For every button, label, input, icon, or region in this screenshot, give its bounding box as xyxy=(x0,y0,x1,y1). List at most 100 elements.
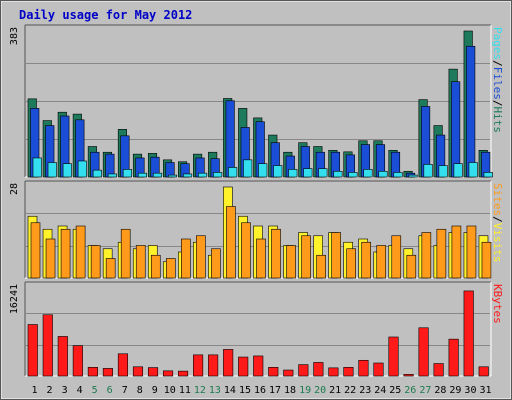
bar-pages-day-4 xyxy=(77,160,87,178)
x-tick-label-day-2: 2 xyxy=(47,385,53,396)
bar-sites-day-undefined xyxy=(45,238,56,279)
bar-sites-day-undefined xyxy=(436,228,447,279)
x-tick-label-day-1: 1 xyxy=(32,385,38,396)
bar-sites-day-undefined xyxy=(226,206,236,279)
x-tick-label-day-29: 29 xyxy=(449,385,461,396)
bar-kbytes-day-undefined xyxy=(208,354,219,377)
bar-pages-day-2 xyxy=(47,162,57,178)
chart-panels: 383 Pages/Files/Hits 28 Sites/Visits 16241 KB… xyxy=(9,24,504,377)
bar-files-day-14 xyxy=(225,100,235,178)
bar-kbytes-day-undefined xyxy=(193,354,204,377)
bar-sites-day-undefined xyxy=(376,245,387,279)
x-tick-label-day-7: 7 xyxy=(122,385,128,396)
y-max-label: 28 xyxy=(9,183,20,195)
bar-sites-day-undefined xyxy=(90,245,101,279)
bar-pages-day-19 xyxy=(303,168,313,178)
bar-pages-day-15 xyxy=(243,159,253,178)
x-tick-label-day-6: 6 xyxy=(107,385,113,396)
bar-kbytes-day-undefined xyxy=(87,367,98,377)
x-tick-label-day-11: 11 xyxy=(179,385,191,396)
bar-sites-day-undefined xyxy=(346,248,356,279)
bar-sites-day-undefined xyxy=(481,241,492,279)
x-tick-label-day-10: 10 xyxy=(164,385,176,396)
bar-sites-day-undefined xyxy=(241,222,251,279)
x-tick-label-day-22: 22 xyxy=(344,385,356,396)
bar-sites-day-undefined xyxy=(301,235,311,279)
x-tick-label-day-26: 26 xyxy=(404,385,416,396)
bar-pages-day-28 xyxy=(438,165,448,178)
x-tick-label-day-28: 28 xyxy=(434,385,446,396)
bar-kbytes-day-undefined xyxy=(433,363,444,377)
bar-kbytes-day-undefined xyxy=(313,362,324,377)
bar-pages-day-26 xyxy=(408,174,418,178)
bar-kbytes-day-undefined xyxy=(448,338,459,377)
bar-pages-day-8 xyxy=(137,172,148,178)
bars-kbytes xyxy=(27,290,489,377)
bar-pages-day-14 xyxy=(228,167,238,178)
bar-pages-day-29 xyxy=(453,163,463,178)
legend-separator: / xyxy=(491,100,504,107)
bar-kbytes-day-undefined xyxy=(268,367,279,377)
bar-kbytes-day-undefined xyxy=(117,353,128,377)
bar-pages-day-6 xyxy=(107,173,117,178)
x-tick-label-day-4: 4 xyxy=(77,385,83,396)
bar-kbytes-day-undefined xyxy=(418,327,429,377)
bar-pages-day-10 xyxy=(167,174,178,178)
bar-sites-day-undefined xyxy=(211,248,221,279)
bar-sites-day-undefined xyxy=(256,238,266,279)
bars-hits-files-pages xyxy=(27,30,493,178)
panel-visits-sites: 28 Sites/Visits xyxy=(9,180,504,279)
bar-pages-day-12 xyxy=(198,172,208,178)
bar-sites-day-undefined xyxy=(406,254,417,279)
chart-title: Daily usage for May 2012 xyxy=(19,8,192,22)
x-axis-day-labels: 1 2 3 4 5 6 7 8 9 10 11 12 13 14 15 16 17 18 19 20 21 22 23 24 2… xyxy=(32,385,492,396)
bar-kbytes-day-undefined xyxy=(283,369,294,377)
x-tick-label-day-24: 24 xyxy=(374,385,386,396)
bar-pages-day-13 xyxy=(213,172,223,178)
bar-pages-day-27 xyxy=(423,164,433,178)
x-tick-label-day-13: 13 xyxy=(209,385,221,396)
bar-pages-day-16 xyxy=(258,163,268,178)
panel-kbytes: 16241 KBytes xyxy=(9,281,504,377)
bar-pages-day-23 xyxy=(363,169,373,178)
bar-sites-day-undefined xyxy=(331,232,341,279)
legend-separator: / xyxy=(491,216,504,223)
y-max-label: 16241 xyxy=(9,284,20,314)
bar-kbytes-day-undefined xyxy=(162,370,174,377)
bar-kbytes-day-undefined xyxy=(388,336,399,377)
bar-kbytes-day-undefined xyxy=(328,367,339,377)
bar-pages-day-31 xyxy=(483,172,493,178)
bar-files-day-29 xyxy=(451,81,461,178)
x-tick-label-day-16: 16 xyxy=(254,385,266,396)
bars-visits-sites xyxy=(27,186,492,279)
bar-kbytes-day-undefined xyxy=(57,336,68,377)
bar-pages-day-11 xyxy=(183,173,193,178)
y-max-label: 383 xyxy=(9,27,20,45)
right-axis-legend: Pages/Files/Hits xyxy=(491,27,504,133)
bar-sites-day-undefined xyxy=(466,225,477,279)
x-tick-label-day-31: 31 xyxy=(479,385,491,396)
bar-kbytes-day-undefined xyxy=(147,367,159,377)
panel-hits-files-pages: 383 Pages/Files/Hits xyxy=(9,24,504,178)
bar-sites-day-undefined xyxy=(181,238,191,279)
legend-hits: Hits xyxy=(491,107,504,134)
x-tick-label-day-12: 12 xyxy=(194,385,206,396)
x-tick-label-day-27: 27 xyxy=(419,385,431,396)
legend-pages: Pages xyxy=(491,27,504,60)
bar-sites-day-undefined xyxy=(60,228,71,279)
x-tick-label-day-14: 14 xyxy=(224,385,236,396)
x-tick-label-day-18: 18 xyxy=(284,385,296,396)
x-tick-label-day-30: 30 xyxy=(464,385,476,396)
bar-kbytes-day-undefined xyxy=(298,364,309,377)
legend-separator: / xyxy=(491,60,504,67)
bar-sites-day-undefined xyxy=(150,254,161,279)
x-tick-label-day-8: 8 xyxy=(137,385,143,396)
bar-pages-day-5 xyxy=(92,169,102,178)
bar-kbytes-day-undefined xyxy=(102,368,113,377)
bar-sites-day-undefined xyxy=(421,232,432,279)
bar-sites-day-undefined xyxy=(286,245,296,279)
bar-kbytes-day-undefined xyxy=(343,367,354,377)
legend-kbytes: KBytes xyxy=(491,284,504,324)
